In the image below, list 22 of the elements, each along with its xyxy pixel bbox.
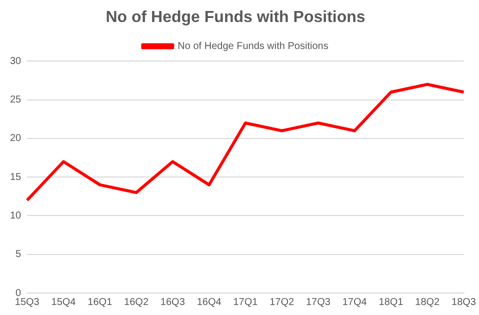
y-tick-label: 0: [16, 288, 22, 299]
y-tick-label: 10: [10, 210, 22, 222]
chart-title: No of Hedge Funds with Positions: [106, 9, 366, 26]
y-tick-label: 30: [10, 56, 22, 67]
x-tick-label: 17Q1: [233, 296, 258, 308]
y-tick-label: 15: [10, 172, 22, 183]
x-tick-label: 16Q2: [124, 296, 149, 308]
x-tick-label: 15Q3: [14, 296, 40, 308]
x-tick-label: 17Q2: [270, 296, 294, 308]
x-tick-label: 18Q3: [452, 296, 476, 308]
y-tick-label: 5: [16, 249, 22, 260]
y-tick-label: 25: [10, 94, 22, 106]
x-tick-label: 16Q1: [88, 296, 113, 308]
x-tick-label: 15Q4: [51, 296, 76, 308]
x-tick-label: 16Q4: [196, 296, 222, 308]
x-tick-label: 17Q4: [342, 296, 368, 308]
y-tick-label: 20: [10, 133, 22, 144]
x-tick-label: 18Q1: [378, 296, 404, 308]
x-tick-label: 17Q3: [306, 296, 331, 308]
x-tick-label: 16Q3: [160, 296, 186, 308]
legend-label: No of Hedge Funds with Positions: [178, 40, 328, 52]
x-tick-label: 18Q2: [415, 296, 440, 308]
